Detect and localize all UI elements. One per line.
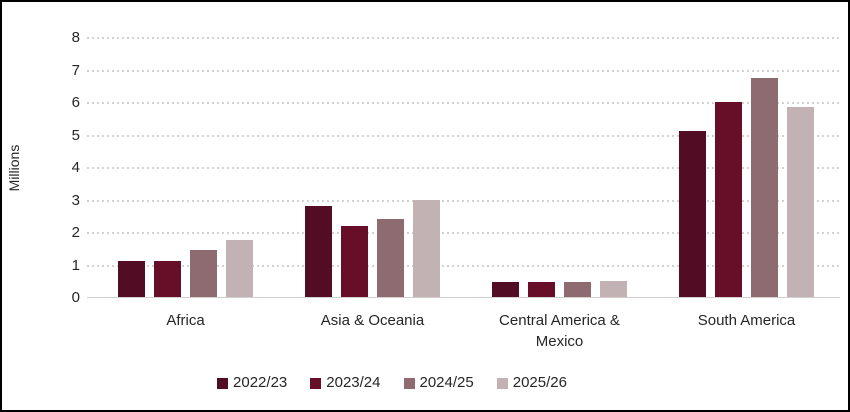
gridline: [87, 232, 840, 234]
x-category-label-text: South America: [697, 312, 796, 329]
bar: [679, 131, 706, 297]
legend-item: 2024/25: [403, 374, 474, 392]
legend-label: 2023/24: [326, 374, 381, 391]
legend-swatch-icon: [310, 377, 322, 389]
bar-group: [279, 37, 466, 297]
y-tick-label: 4: [71, 159, 80, 176]
bar: [226, 240, 253, 297]
bar: [715, 102, 742, 297]
legend-item: 2023/24: [310, 374, 381, 392]
plot-area: [87, 37, 840, 298]
bar: [154, 261, 181, 297]
y-axis-title: Millions: [6, 144, 22, 192]
bar-group: [653, 37, 840, 297]
x-category-label-text: Asia & Oceania: [320, 312, 425, 329]
legend-label: 2022/23: [233, 374, 288, 391]
legend-item: 2025/26: [496, 374, 567, 392]
legend-swatch-icon: [496, 377, 508, 389]
gridline: [87, 264, 840, 267]
bar: [305, 206, 332, 297]
gridline: [87, 134, 840, 137]
gridline: [87, 69, 840, 72]
bar: [600, 280, 627, 297]
x-axis-line: [87, 297, 840, 298]
x-category-label: Central America & Mexico: [466, 310, 653, 352]
legend-swatch-icon: [217, 377, 229, 389]
x-category-label: Asia & Oceania: [279, 310, 466, 352]
x-axis-labels: Africa Asia & Oceania Central America & Me…: [92, 310, 840, 352]
bar: [492, 282, 519, 297]
bar: [341, 225, 368, 297]
bar: [413, 199, 440, 297]
x-category-label-text: Africa: [166, 312, 205, 329]
gridline: [87, 199, 840, 202]
x-category-label: Africa: [92, 310, 279, 352]
legend-item: 2022/23: [217, 374, 287, 392]
legend-swatch-icon: [403, 377, 415, 389]
bar: [751, 77, 778, 297]
y-tick-label: 5: [71, 126, 80, 144]
gridline: [87, 167, 840, 169]
legend-label: 2025/26: [512, 374, 567, 391]
bar: [377, 219, 404, 297]
y-tick-label: 2: [71, 224, 80, 241]
y-tick-label: 0: [71, 289, 80, 306]
bar: [787, 106, 814, 297]
y-tick-label: 7: [71, 61, 80, 79]
x-category-label-text: Central America & Mexico: [499, 312, 620, 350]
bar: [190, 249, 217, 297]
y-tick-label: 6: [71, 94, 80, 111]
y-tick-label: 8: [71, 29, 80, 46]
bar-group: [466, 37, 653, 297]
y-tick-label: 1: [71, 256, 80, 274]
gridline: [87, 37, 840, 39]
y-tick-label: 3: [71, 191, 80, 209]
bar: [564, 282, 591, 297]
legend: 2022/23 2023/24 2024/25 2025/26: [2, 374, 782, 392]
gridline: [87, 102, 840, 104]
legend-label: 2024/25: [419, 374, 474, 391]
x-category-label: South America: [653, 310, 840, 352]
bar: [118, 261, 145, 297]
bar-group: [92, 37, 279, 297]
bar: [528, 282, 555, 297]
